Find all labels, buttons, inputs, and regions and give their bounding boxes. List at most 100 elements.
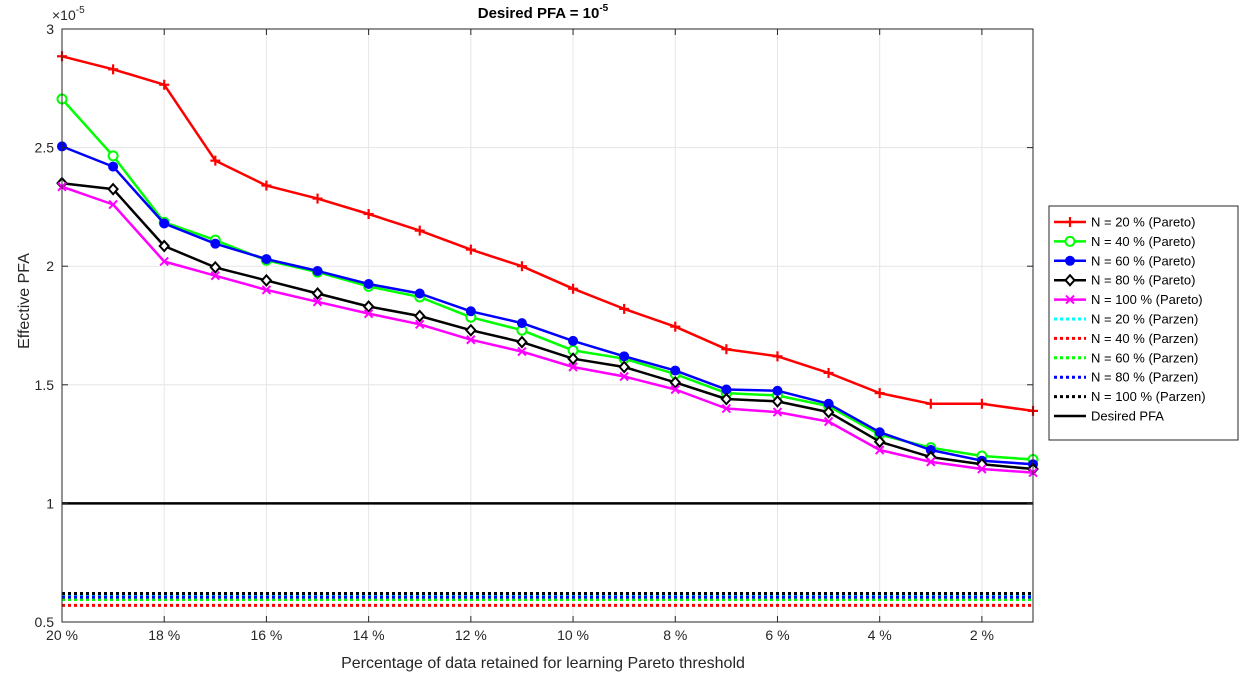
legend-label: N = 100 % (Pareto) xyxy=(1091,292,1203,307)
data-point xyxy=(465,306,476,317)
x-tick-label: 20 % xyxy=(46,627,78,643)
legend-label: N = 80 % (Parzen) xyxy=(1091,370,1198,385)
x-tick-label: 18 % xyxy=(148,627,180,643)
data-point xyxy=(721,344,732,355)
chart-title: Desired PFA = 10-5 xyxy=(478,3,609,22)
data-point xyxy=(874,388,885,399)
data-point xyxy=(772,407,783,417)
x-tick-label: 4 % xyxy=(868,627,892,643)
data-point xyxy=(720,392,733,406)
data-point xyxy=(568,362,578,372)
y-axis-label: Effective PFA xyxy=(16,253,33,349)
data-point xyxy=(874,445,885,455)
data-point xyxy=(464,323,477,337)
data-point xyxy=(670,365,681,376)
x-tick-label: 8 % xyxy=(663,627,687,643)
y-exponent-label: ×10-5 xyxy=(52,5,85,23)
data-point xyxy=(568,283,579,294)
data-point xyxy=(516,318,527,329)
series-4 xyxy=(57,182,1038,478)
data-point xyxy=(210,155,221,166)
series-line xyxy=(61,145,1034,466)
data-point xyxy=(108,64,119,75)
legend-marker xyxy=(1065,255,1075,266)
data-point xyxy=(414,225,425,236)
data-point xyxy=(822,405,835,419)
data-point xyxy=(670,384,680,395)
x-tick-label: 12 % xyxy=(455,627,487,643)
legend-label: Desired PFA xyxy=(1091,409,1164,424)
series-line xyxy=(61,185,1034,474)
x-tick-label: 2 % xyxy=(970,627,994,643)
data-point xyxy=(261,254,272,265)
legend-label: N = 20 % (Pareto) xyxy=(1091,215,1195,230)
data-point xyxy=(260,273,273,287)
data-point xyxy=(159,218,170,229)
legend: N = 20 % (Pareto) N = 40 % (Pareto) N = 60… xyxy=(1048,205,1239,441)
data-point xyxy=(210,238,221,249)
data-point xyxy=(568,335,579,346)
x-axis-label: Percentage of data retained for learning… xyxy=(341,655,745,672)
legend-entry: N = 80 % (Parzen) xyxy=(1054,370,1198,385)
data-point xyxy=(466,335,476,345)
legend-label: N = 60 % (Pareto) xyxy=(1091,253,1195,268)
data-point xyxy=(312,265,323,276)
data-point xyxy=(363,278,374,289)
data-point xyxy=(823,367,834,378)
data-point xyxy=(465,244,476,255)
data-point xyxy=(669,375,682,389)
legend-entry: N = 100 % (Pareto) xyxy=(1054,292,1203,307)
series-3 xyxy=(56,176,1039,476)
data-point xyxy=(312,193,323,204)
data-point xyxy=(159,256,169,267)
legend-label: N = 80 % (Pareto) xyxy=(1091,273,1195,288)
data-point xyxy=(976,398,987,409)
legend-label: N = 100 % (Parzen) xyxy=(1091,389,1206,404)
data-point xyxy=(619,371,629,382)
data-point xyxy=(567,352,579,366)
data-point xyxy=(618,360,631,374)
data-point xyxy=(873,435,886,449)
axis-ticks: 20 % 18 % 16 % 14 % 12 % 10 % 8 % 6 % 4 % 2 % 0.5 1… xyxy=(35,21,1033,643)
legend-entry: N = 40 % (Pareto) xyxy=(1054,234,1195,249)
series-line xyxy=(61,181,1034,471)
series-line xyxy=(61,55,1034,413)
data-point xyxy=(108,161,119,172)
data-point xyxy=(670,321,681,332)
x-tick-label: 16 % xyxy=(250,627,282,643)
data-point xyxy=(925,398,936,409)
data-point xyxy=(363,209,374,220)
legend-marker xyxy=(1064,235,1076,247)
data-point xyxy=(362,300,375,314)
data-point xyxy=(107,150,119,162)
legend-marker xyxy=(1065,217,1075,227)
data-point xyxy=(261,180,272,191)
data-point xyxy=(619,351,630,362)
data-point xyxy=(311,286,324,300)
legend-entry: N = 40 % (Parzen) xyxy=(1054,331,1198,346)
legend-label: N = 60 % (Parzen) xyxy=(1091,350,1198,365)
data-point xyxy=(108,199,118,210)
legend-marker xyxy=(1064,273,1076,287)
y-tick-label: 1 xyxy=(46,495,54,511)
data-point xyxy=(107,182,119,196)
data-point xyxy=(721,403,732,414)
data-point xyxy=(977,464,987,474)
data-point xyxy=(516,335,528,349)
data-point xyxy=(312,297,323,307)
data-point xyxy=(158,239,171,253)
y-tick-label: 1.5 xyxy=(35,377,55,393)
y-tick-label: 2 xyxy=(46,258,54,274)
data-point xyxy=(772,385,783,396)
data-point xyxy=(516,261,527,272)
data-point xyxy=(363,308,374,319)
data-point xyxy=(261,285,272,295)
x-tick-label: 6 % xyxy=(765,627,789,643)
legend-box xyxy=(1048,205,1239,441)
y-tick-label: 0.5 xyxy=(35,614,55,630)
legend-entry: N = 60 % (Pareto) xyxy=(1054,253,1195,268)
data-point xyxy=(210,270,221,281)
x-tick-label: 10 % xyxy=(557,627,589,643)
data-point xyxy=(209,260,222,274)
